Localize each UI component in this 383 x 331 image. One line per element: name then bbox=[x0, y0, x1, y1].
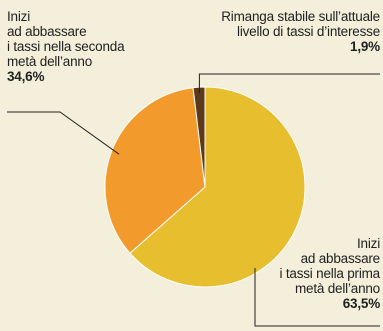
slice-label-line: metà dell’anno bbox=[7, 54, 93, 69]
leader-line-stable bbox=[198, 73, 380, 94]
leader-line-second-half bbox=[7, 111, 120, 155]
leader-line-first-half bbox=[254, 268, 380, 327]
slice-label-second-half: Inizi ad abbassare i tassi nella seconda… bbox=[7, 9, 125, 84]
leader-lines bbox=[7, 73, 380, 327]
slice-label-line: Inizi bbox=[7, 9, 31, 24]
slice-label-line: i tassi nella seconda bbox=[7, 39, 125, 54]
slice-label-first-half: Inizi ad abbassare i tassi nella prima m… bbox=[280, 236, 381, 311]
slice-value-label: 34,6% bbox=[7, 69, 45, 84]
slice-second-half bbox=[104, 87, 206, 254]
slice-label-line: Rimanga stabile sull’attuale bbox=[221, 9, 380, 24]
slice-label-line: livello di tassi d’interesse bbox=[237, 24, 380, 39]
slice-label-stable: Rimanga stabile sull’attuale livello di … bbox=[221, 9, 380, 54]
slice-label-line: ad abbassare bbox=[7, 24, 87, 39]
pie-slices bbox=[104, 86, 306, 288]
slice-first-half bbox=[129, 86, 306, 288]
slice-label-line: ad abbassare bbox=[300, 251, 381, 266]
slice-value-label: 63,5% bbox=[342, 296, 380, 311]
slice-label-line: i tassi nella prima bbox=[279, 266, 381, 281]
slice-label-line: Inizi bbox=[356, 236, 380, 251]
slice-label-line: metà dell’anno bbox=[294, 281, 380, 296]
slice-value-label: 1,9% bbox=[350, 39, 380, 54]
